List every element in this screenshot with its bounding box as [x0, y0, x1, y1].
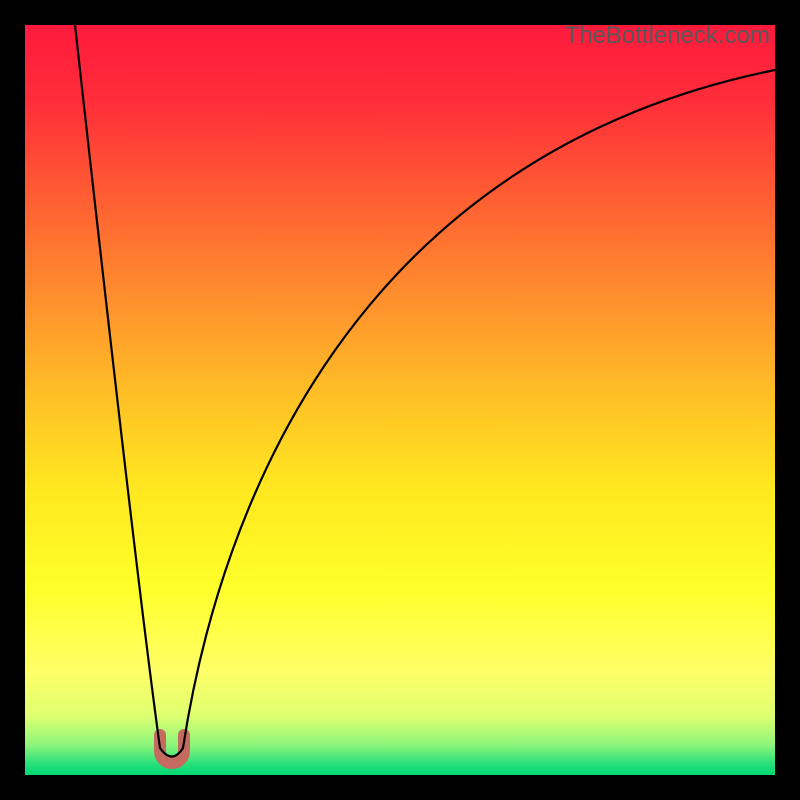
watermark-text: TheBottleneck.com [565, 22, 770, 50]
bottleneck-curve [75, 25, 775, 757]
chart-frame: TheBottleneck.com [0, 0, 800, 800]
curve-layer [25, 25, 775, 775]
u-marker [160, 735, 184, 763]
plot-area [25, 25, 775, 775]
